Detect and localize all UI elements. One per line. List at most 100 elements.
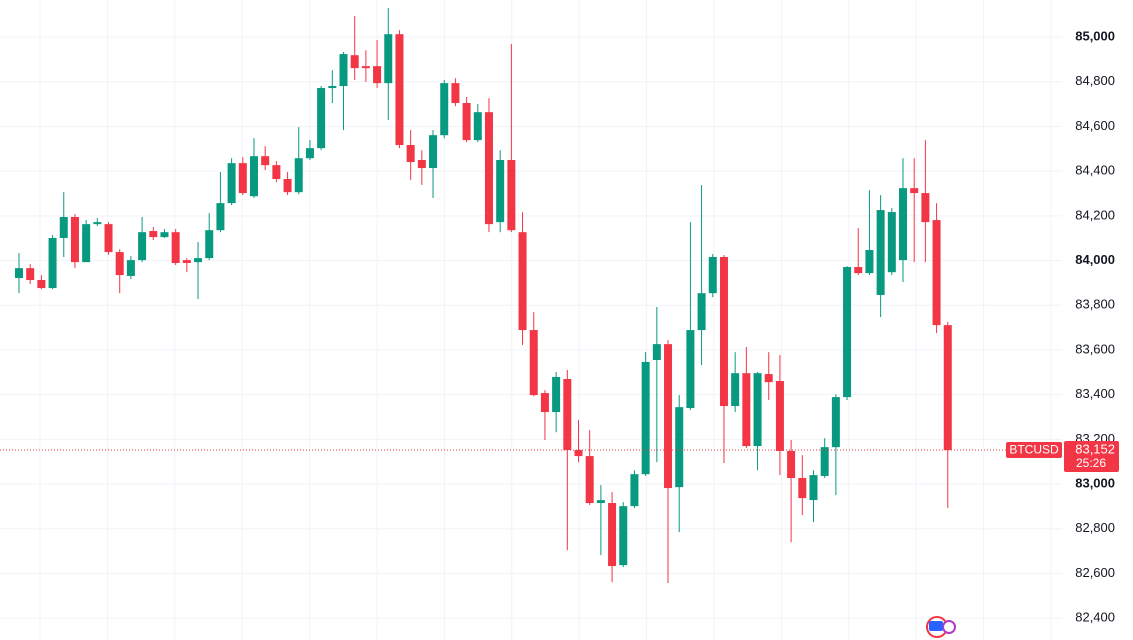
- candle-body: [831, 397, 840, 448]
- candle-body: [373, 66, 382, 84]
- candle-body: [820, 447, 829, 476]
- candle-body: [507, 160, 516, 231]
- candle-body: [742, 373, 751, 447]
- candle-body: [664, 344, 673, 489]
- candle-body: [283, 178, 292, 193]
- candle-body: [585, 456, 594, 504]
- candle-body: [37, 280, 46, 289]
- y-tick-label: 84,000: [1075, 252, 1115, 267]
- symbol-label: BTCUSD: [1009, 443, 1059, 457]
- y-tick-label: 82,400: [1075, 610, 1115, 625]
- candle-body: [317, 88, 326, 149]
- candle-body: [361, 66, 370, 69]
- candle-body: [619, 506, 628, 566]
- y-tick-label: 83,000: [1075, 475, 1115, 490]
- candle-body: [216, 203, 225, 231]
- candle-body: [59, 216, 68, 238]
- countdown-label: 25:26: [1076, 456, 1106, 470]
- candle-body: [305, 148, 314, 159]
- y-tick-label: 82,800: [1075, 520, 1115, 535]
- candle-body: [26, 268, 35, 280]
- candle-body: [899, 188, 908, 261]
- candle-body: [596, 500, 605, 504]
- candle-body: [15, 268, 23, 278]
- candle-body: [350, 55, 359, 69]
- candle-body: [395, 34, 404, 146]
- symbol-tag: [1006, 442, 1062, 459]
- candle-body: [138, 232, 147, 261]
- logo-flag: [929, 621, 943, 631]
- candle-body: [238, 163, 247, 194]
- candle-body: [843, 267, 852, 398]
- y-tick-label: 84,800: [1075, 73, 1115, 88]
- candle-body: [675, 407, 684, 488]
- y-tick-label: 82,600: [1075, 565, 1115, 580]
- candle-body: [126, 260, 135, 276]
- candle-body: [160, 232, 169, 238]
- candle-body: [149, 231, 158, 238]
- price-tag: [1064, 441, 1119, 473]
- candle-body: [887, 212, 896, 273]
- candle-body: [440, 83, 449, 136]
- candle-body: [529, 330, 538, 396]
- candle-body: [227, 163, 236, 204]
- candle-body: [205, 230, 214, 259]
- time-grid: [39, 0, 1052, 640]
- candle-body: [854, 267, 863, 274]
- y-tick-label: 83,400: [1075, 386, 1115, 401]
- candle-body: [451, 83, 460, 104]
- candle-body: [171, 232, 180, 264]
- candle-body: [798, 477, 807, 499]
- candle-body: [82, 224, 91, 263]
- candle-body: [496, 160, 505, 223]
- y-tick-label: 84,200: [1075, 207, 1115, 222]
- candle-body: [294, 158, 303, 193]
- candle-body: [574, 450, 583, 457]
- candle-body: [384, 34, 393, 84]
- candle-body: [876, 210, 885, 295]
- candle-body: [339, 54, 348, 87]
- candle-body: [731, 373, 740, 407]
- candle-body: [518, 232, 527, 331]
- candle-body: [764, 374, 773, 383]
- candle-body: [249, 156, 258, 197]
- candle-body: [921, 193, 930, 223]
- candle-body: [809, 475, 818, 501]
- candle-body: [194, 258, 203, 263]
- candle-body: [686, 330, 695, 409]
- candle-body: [608, 503, 617, 567]
- candle-body: [462, 103, 471, 141]
- candle-body: [652, 344, 661, 360]
- y-tick-label: 83,600: [1075, 341, 1115, 356]
- candle-body: [93, 222, 102, 225]
- candle-body: [630, 474, 639, 507]
- candle-body: [932, 220, 941, 326]
- candle-body: [552, 376, 561, 413]
- candle-body: [406, 145, 415, 163]
- candle-body: [115, 252, 124, 276]
- candle-body: [719, 256, 728, 407]
- logo-dot: [942, 620, 956, 634]
- candle-body: [697, 293, 706, 331]
- candle-body: [429, 135, 438, 169]
- candle-body: [473, 112, 482, 141]
- y-tick-label: 83,800: [1075, 297, 1115, 312]
- candle-body: [104, 224, 113, 253]
- candle-body: [540, 393, 549, 413]
- y-tick-label: 84,400: [1075, 163, 1115, 178]
- candle-body: [641, 362, 650, 475]
- candle-body: [48, 237, 57, 289]
- candle-body: [70, 216, 79, 263]
- candle-body: [787, 450, 796, 478]
- candle-body: [910, 188, 919, 194]
- candle-body: [753, 373, 762, 447]
- candle-body: [943, 325, 952, 451]
- price-label: 83,152: [1075, 441, 1115, 456]
- y-tick-label: 85,000: [1075, 29, 1115, 44]
- candle-body: [417, 160, 426, 169]
- candle-body: [484, 112, 493, 225]
- candle-body: [865, 250, 874, 274]
- candle-body: [261, 156, 270, 166]
